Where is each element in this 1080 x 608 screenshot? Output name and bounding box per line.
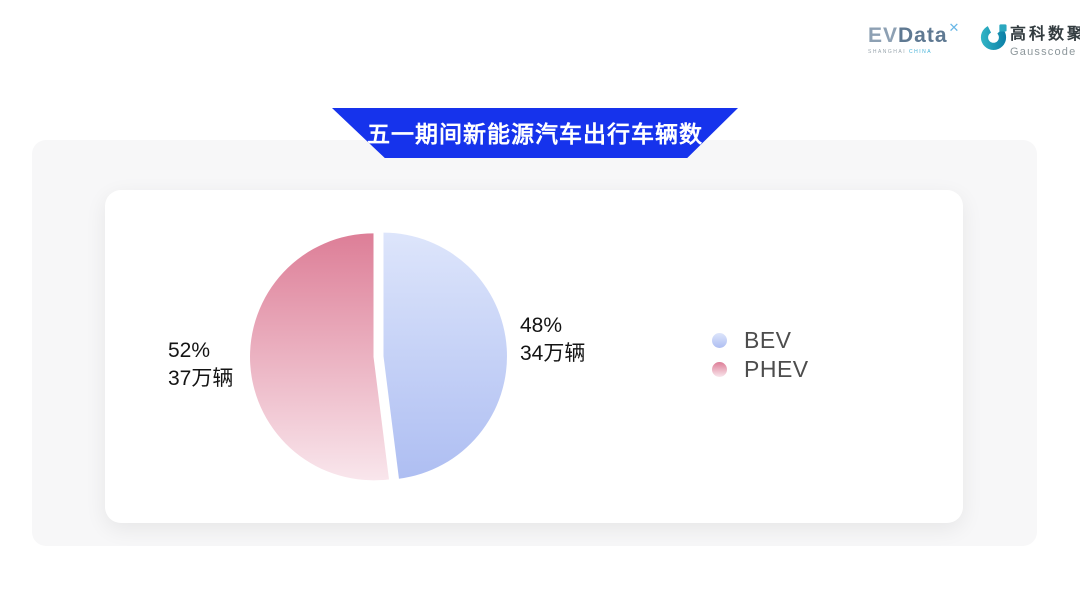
evdata-logo: EVData✕ SHANGHAI CHINA — [868, 21, 959, 55]
phev-legend-label: PHEV — [744, 355, 809, 382]
pie-slice-phev[interactable] — [250, 233, 389, 481]
phev-percent-label: 52% — [168, 339, 211, 362]
bev-legend-dot — [712, 332, 727, 348]
gausscode-logo: 高科数聚 Gausscode — [980, 20, 1080, 58]
bev-value-label: 34万辆 — [520, 341, 586, 365]
chart-legend: BEV PHEV — [712, 326, 809, 387]
evdata-text-data: Data — [898, 24, 948, 47]
page-title: 五一期间新能源汽车出行车辆数 — [367, 121, 703, 147]
phev-callout: 52% 37万辆 — [168, 337, 233, 393]
bev-percent-label: 48% — [520, 314, 563, 337]
pie-slice-bev[interactable] — [383, 232, 507, 479]
bev-callout: 48% 34万辆 — [520, 312, 585, 368]
gausscode-cn-name: 高科数聚 — [1010, 26, 1080, 43]
legend-item-bev[interactable]: BEV — [712, 326, 809, 353]
pie-chart[interactable] — [240, 220, 520, 490]
title-banner: 五一期间新能源汽车出行车辆数 — [332, 108, 738, 158]
evdata-text-ev: EV — [868, 24, 899, 47]
bev-legend-label: BEV — [744, 326, 792, 353]
phev-legend-dot — [712, 361, 727, 377]
gausscode-en-name: Gausscode — [1010, 46, 1077, 58]
phev-value-label: 37万辆 — [168, 366, 234, 390]
evdata-wordmark: EVData✕ — [868, 21, 959, 46]
evdata-x-icon: ✕ — [948, 20, 960, 35]
gausscode-g-icon — [980, 24, 1007, 50]
legend-item-phev[interactable]: PHEV — [712, 355, 809, 382]
evdata-subtext: SHANGHAI CHINA — [868, 49, 933, 55]
chart-card — [105, 190, 963, 523]
